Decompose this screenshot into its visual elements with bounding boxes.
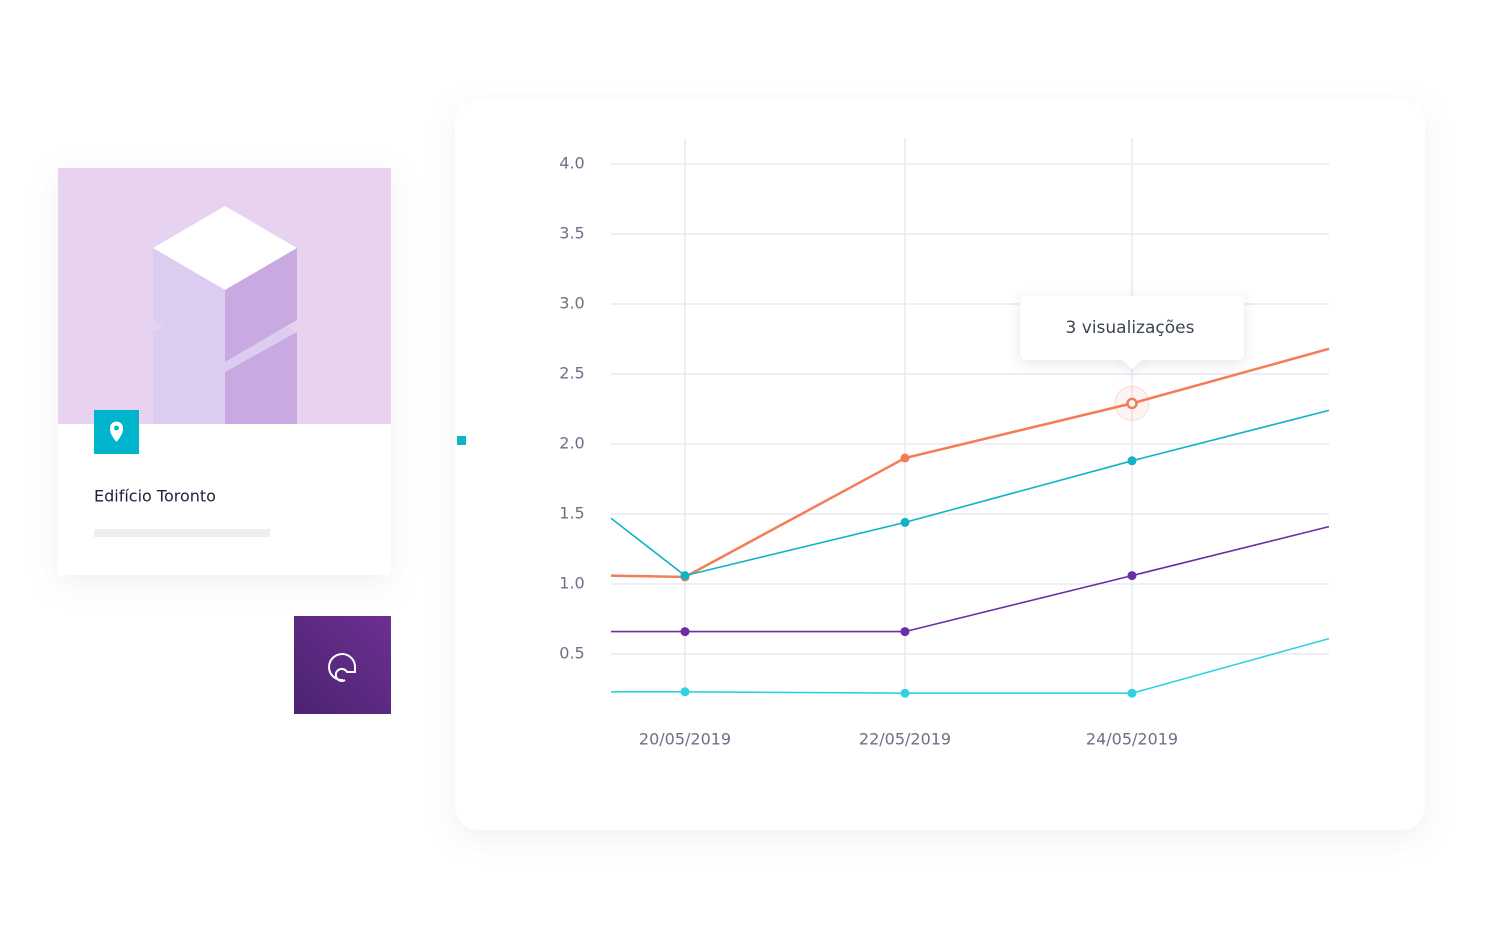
y-tick-label: 1.5 bbox=[559, 504, 584, 523]
y-tick-label: 3.0 bbox=[559, 294, 584, 313]
point bbox=[900, 453, 910, 463]
placeholder-bar bbox=[94, 529, 270, 537]
point bbox=[1127, 456, 1137, 466]
point bbox=[1127, 688, 1137, 698]
card-title: Edifício Toronto bbox=[94, 487, 216, 506]
y-tick-label: 2.0 bbox=[559, 434, 584, 453]
y-tick-label: 0.5 bbox=[559, 644, 584, 663]
point bbox=[680, 627, 690, 637]
point bbox=[900, 517, 910, 527]
building-card: Edifício Toronto bbox=[58, 168, 391, 575]
point bbox=[900, 627, 910, 637]
x-tick-label: 24/05/2019 bbox=[1086, 730, 1178, 749]
cube-right bbox=[225, 248, 297, 362]
logo bbox=[328, 653, 356, 682]
point bbox=[1126, 397, 1138, 410]
y-tick-label: 2.5 bbox=[559, 364, 584, 383]
point bbox=[680, 687, 690, 697]
tooltip-text: 3 visualizações bbox=[1066, 318, 1195, 338]
connector-end bbox=[457, 436, 466, 445]
logo-tile bbox=[294, 616, 391, 714]
y-tick-label: 3.5 bbox=[559, 224, 584, 243]
point bbox=[1127, 571, 1137, 581]
point bbox=[900, 688, 910, 698]
chart: 0.5 1.0 1.5 2.0 2.5 3.0 3.5 4.0 20/05/2019 22/05/… bbox=[559, 138, 1330, 749]
x-tick-label: 22/05/2019 bbox=[859, 730, 951, 749]
y-tick-label: 1.0 bbox=[559, 574, 584, 593]
cube-left bbox=[153, 248, 225, 362]
point bbox=[680, 571, 690, 581]
cube-lower-side bbox=[225, 332, 297, 424]
pin bbox=[110, 421, 123, 442]
y-tick-label: 4.0 bbox=[559, 154, 584, 173]
tooltip bbox=[1020, 296, 1244, 369]
pin-hole bbox=[114, 425, 119, 431]
chart-card bbox=[455, 100, 1425, 830]
x-tick-label: 20/05/2019 bbox=[639, 730, 731, 749]
